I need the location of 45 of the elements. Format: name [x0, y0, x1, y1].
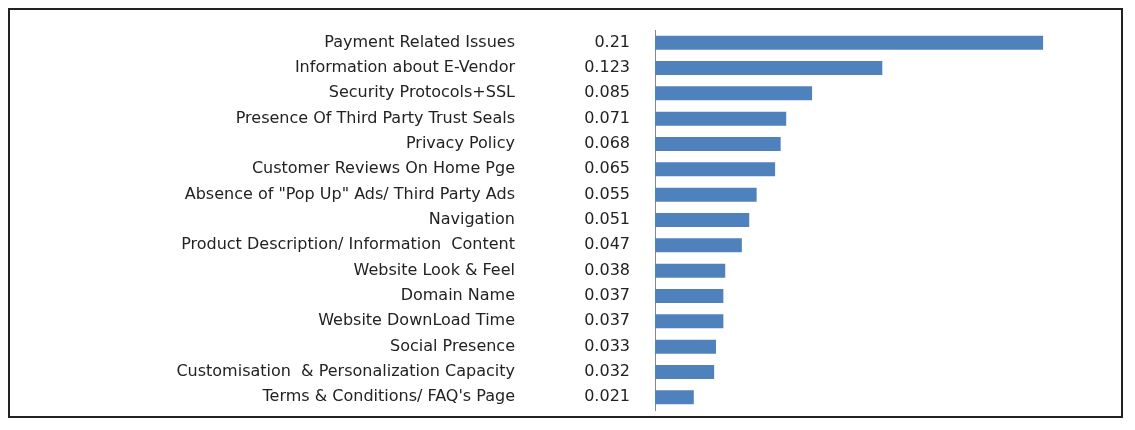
data-label: 0.21 — [594, 31, 630, 51]
bar — [655, 289, 724, 303]
bar — [655, 187, 757, 202]
y-tick-label: Navigation — [428, 209, 515, 229]
bar — [655, 111, 787, 126]
y-tick-label: Privacy Policy — [405, 133, 515, 153]
bar — [655, 263, 726, 278]
data-label: 0.032 — [584, 361, 630, 381]
bar — [655, 61, 883, 75]
y-tick-label: Website DownLoad Time — [318, 310, 515, 330]
data-label: 0.051 — [584, 209, 630, 229]
data-label: 0.021 — [584, 386, 630, 406]
data-label: 0.037 — [584, 310, 630, 330]
bar — [655, 339, 716, 354]
data-label: 0.055 — [584, 183, 630, 203]
y-tick-label: Security Protocols+SSL — [328, 82, 516, 102]
bar — [655, 86, 813, 101]
bar — [655, 314, 724, 329]
bar — [655, 365, 715, 379]
data-label: 0.068 — [584, 133, 630, 153]
data-label: 0.038 — [584, 259, 630, 279]
data-label: 0.071 — [584, 107, 630, 127]
y-tick-label: Information about E-Vendor — [294, 57, 516, 77]
data-label: 0.047 — [584, 234, 630, 254]
bar — [655, 213, 750, 227]
y-tick-label: Presence Of Third Party Trust Seals — [235, 107, 515, 127]
y-tick-label: Absence of "Pop Up" Ads/ Third Party Ads — [184, 183, 515, 203]
y-tick-label: Product Description/ Information Content — [181, 234, 515, 254]
bar — [655, 238, 742, 253]
y-tick-label: Payment Related Issues — [324, 31, 515, 51]
data-label: 0.085 — [584, 82, 630, 102]
y-tick-label: Customisation & Personalization Capacity — [176, 361, 515, 381]
bar — [655, 35, 1044, 50]
y-tick-label: Social Presence — [390, 335, 515, 355]
data-label: 0.123 — [584, 57, 630, 77]
bar — [655, 137, 781, 151]
y-tick-label: Customer Reviews On Home Pge — [251, 158, 515, 178]
y-tick-label: Terms & Conditions/ FAQ's Page — [261, 386, 515, 406]
y-tick-label: Domain Name — [400, 285, 515, 305]
bar — [655, 162, 776, 177]
y-tick-label: Website Look & Feel — [353, 259, 515, 279]
bar — [655, 390, 694, 405]
data-label: 0.065 — [584, 158, 630, 178]
data-label: 0.037 — [584, 285, 630, 305]
data-label: 0.033 — [584, 335, 630, 355]
